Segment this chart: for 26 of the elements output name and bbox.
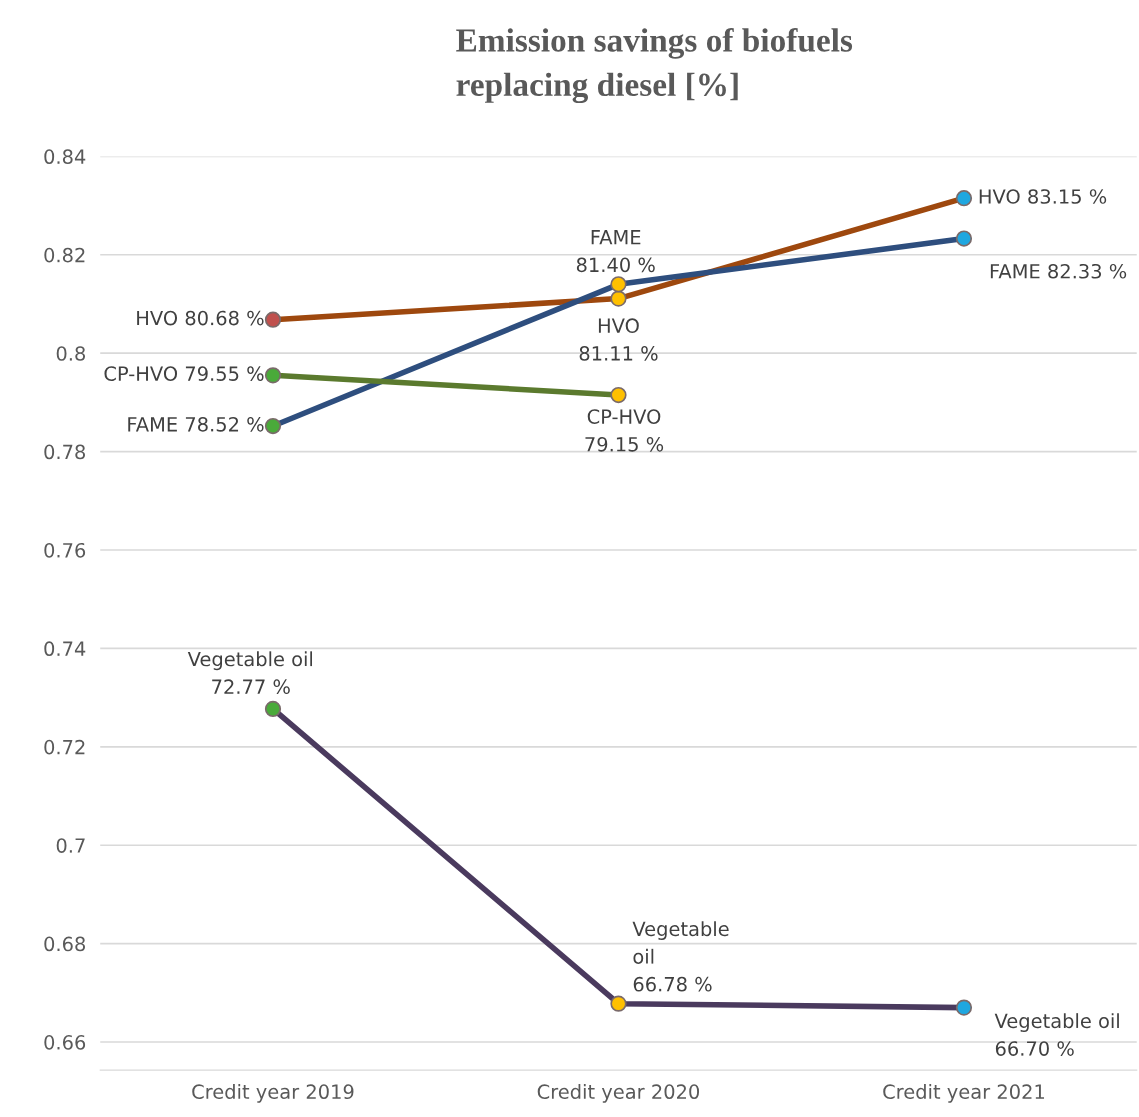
y-tick-label: 0.84 xyxy=(44,149,86,165)
data-label: CP-HVO 79.15 % xyxy=(585,409,664,452)
data-label: CP-HVO 79.55 % xyxy=(104,366,264,381)
y-tick-label: 0.82 xyxy=(44,247,85,263)
data-label: FAME 81.40 % xyxy=(576,230,655,273)
y-tick-label: 0.74 xyxy=(44,641,86,657)
y-tick-label: 0.66 xyxy=(44,1035,86,1050)
point xyxy=(264,311,282,328)
data-label: FAME 78.52 % xyxy=(128,416,264,432)
x-tick-label: Credit year 2021 xyxy=(883,1083,1045,1103)
data-label: Vegetable oil 66.70 % xyxy=(994,1013,1119,1056)
x-tick-label: Credit year 2020 xyxy=(537,1083,700,1103)
chart-title: Emission savings of biofuels replacing diesel [%] xyxy=(456,27,853,104)
y-tick-label: 0.76 xyxy=(44,542,86,558)
y-tick-label: 0.68 xyxy=(44,936,86,952)
x-tick-label: Credit year 2019 xyxy=(192,1083,354,1103)
data-label: HVO 80.68 % xyxy=(137,310,264,326)
data-label: HVO 83.15 % xyxy=(979,189,1107,204)
data-label: FAME 82.33 % xyxy=(990,263,1127,279)
y-tick-label: 0.78 xyxy=(44,444,86,460)
data-label: HVO 81.11 % xyxy=(579,318,658,361)
y-tick-label: 0.7 xyxy=(56,838,85,853)
y-tick-label: 0.72 xyxy=(44,739,85,755)
data-label: Vegetable oil 72.77 % xyxy=(187,651,313,695)
data-label: Vegetable oil 66.78 % xyxy=(632,921,729,992)
y-tick-label: 0.8 xyxy=(56,346,86,361)
